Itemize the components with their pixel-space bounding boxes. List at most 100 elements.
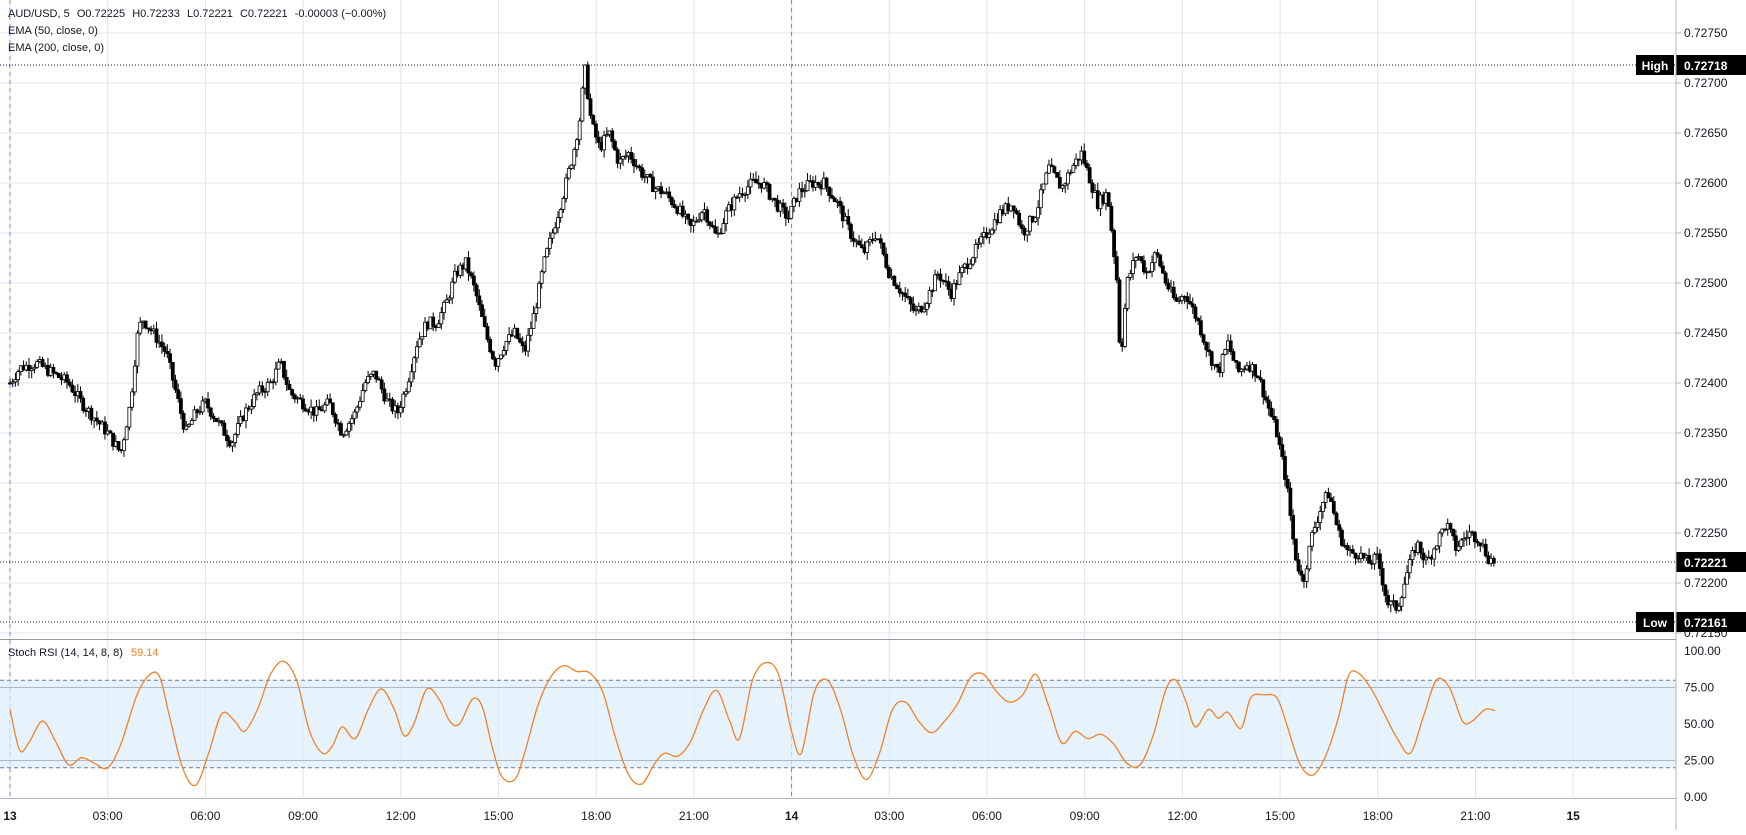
candle-body	[697, 219, 701, 222]
candle-body	[230, 442, 235, 447]
time-tick-label: 14	[785, 809, 799, 823]
candle-body	[379, 379, 384, 390]
candle-body	[423, 321, 427, 338]
candle-body	[89, 407, 94, 421]
candle-body	[1459, 539, 1464, 547]
oscillator-tick-label: 50.00	[1684, 717, 1714, 731]
time-tick-label: 09:00	[1070, 809, 1100, 823]
candle-body	[233, 434, 238, 443]
candle-body	[1033, 217, 1038, 222]
candle-body	[349, 418, 354, 424]
candle-body	[1190, 303, 1195, 308]
candle-body	[849, 223, 853, 239]
candle-body	[382, 388, 387, 402]
price-pane[interactable]: 0.72718 High 0.72161 Low 0.72221	[0, 55, 1746, 632]
candle-body	[165, 351, 170, 355]
time-tick-label: 03:00	[874, 809, 904, 823]
candle-body	[865, 241, 870, 253]
candle-body	[249, 406, 254, 410]
candle-body	[648, 174, 653, 178]
candle-body	[1277, 436, 1282, 446]
legend-ema200[interactable]: EMA (200, close, 0)	[8, 40, 108, 57]
candle-body	[1258, 377, 1263, 381]
candle-body	[1117, 279, 1122, 343]
candle-body	[884, 253, 889, 268]
candle-body	[469, 272, 474, 277]
candle-body	[1372, 553, 1377, 565]
candle-body	[827, 186, 832, 196]
candle-body	[94, 417, 99, 422]
candle-body	[273, 368, 278, 383]
symbol-legend: AUD/USD, 5 O0.72225 H0.72233 L0.72221 C0…	[8, 6, 390, 23]
candle-body	[16, 371, 21, 381]
time-tick-label: 06:00	[972, 809, 1002, 823]
candle-body	[621, 156, 625, 160]
low-marker-tag-box	[1636, 612, 1674, 632]
candle-body	[580, 87, 585, 122]
candle-body	[1269, 407, 1274, 417]
candle-body	[1204, 341, 1209, 351]
legend-ema200-label: EMA (200, close, 0)	[8, 42, 104, 54]
candle-body	[575, 139, 579, 151]
candle-body	[254, 392, 259, 396]
candle-body	[588, 98, 593, 116]
candle-body	[1155, 252, 1160, 256]
candle-body	[1196, 317, 1201, 322]
candle-body	[694, 220, 699, 223]
candle-body	[908, 297, 913, 305]
candle-body	[1407, 559, 1412, 574]
candle-body	[143, 320, 148, 329]
candle-body	[1066, 172, 1070, 185]
candle-body	[1036, 207, 1041, 219]
candle-body	[1047, 164, 1051, 174]
candle-body	[783, 206, 788, 219]
candle-body	[208, 407, 213, 417]
legend-ema50[interactable]: EMA (50, close, 0)	[8, 23, 102, 40]
candle-body	[368, 373, 373, 377]
candle-body	[976, 242, 981, 245]
price-tick-label: 0.72650	[1684, 126, 1728, 140]
time-tick-label: 18:00	[581, 809, 611, 823]
candle-body	[1198, 320, 1203, 336]
legend-close: C0.72221	[239, 8, 288, 20]
candle-body	[732, 196, 737, 211]
candle-body	[1068, 171, 1073, 174]
oscillator-label: Stoch RSI (14, 14, 8, 8)	[8, 647, 123, 659]
candle-body	[556, 217, 560, 229]
candle-body	[13, 379, 18, 383]
candle-body	[415, 346, 419, 359]
candle-body	[444, 299, 449, 303]
candle-body	[737, 193, 742, 198]
time-tick-label: 15	[1566, 809, 1580, 823]
candle-body	[146, 327, 151, 330]
high-marker-value-box	[1676, 55, 1746, 75]
candle-body	[409, 371, 414, 383]
candle-body	[1063, 183, 1068, 187]
oscillator-pane[interactable]	[0, 660, 1676, 787]
oscillator-legend[interactable]: Stoch RSI (14, 14, 8, 8) 59.14	[8, 645, 162, 662]
legend-low: L0.72221	[186, 8, 233, 20]
legend-symbol[interactable]: AUD/USD, 5	[8, 8, 70, 20]
candle-body	[51, 366, 56, 373]
candle-body	[922, 308, 927, 313]
candle-body	[1462, 538, 1466, 541]
candle-body	[754, 178, 758, 184]
candle-body	[1123, 308, 1127, 347]
candle-body	[1334, 512, 1339, 526]
candle-body	[895, 285, 899, 290]
candle-body	[452, 270, 457, 283]
oscillator-tick-label: 0.00	[1684, 790, 1708, 804]
price-tick-label: 0.72450	[1684, 326, 1728, 340]
candle-body	[442, 302, 446, 313]
candle-body	[40, 359, 45, 367]
candle-body	[1329, 497, 1333, 502]
candle-body	[154, 328, 159, 343]
candle-body	[767, 184, 772, 200]
candle-body	[1152, 252, 1157, 264]
candle-body	[998, 209, 1003, 224]
candle-body	[1071, 165, 1076, 173]
candle-body	[352, 411, 357, 420]
candle-body	[1028, 215, 1032, 232]
